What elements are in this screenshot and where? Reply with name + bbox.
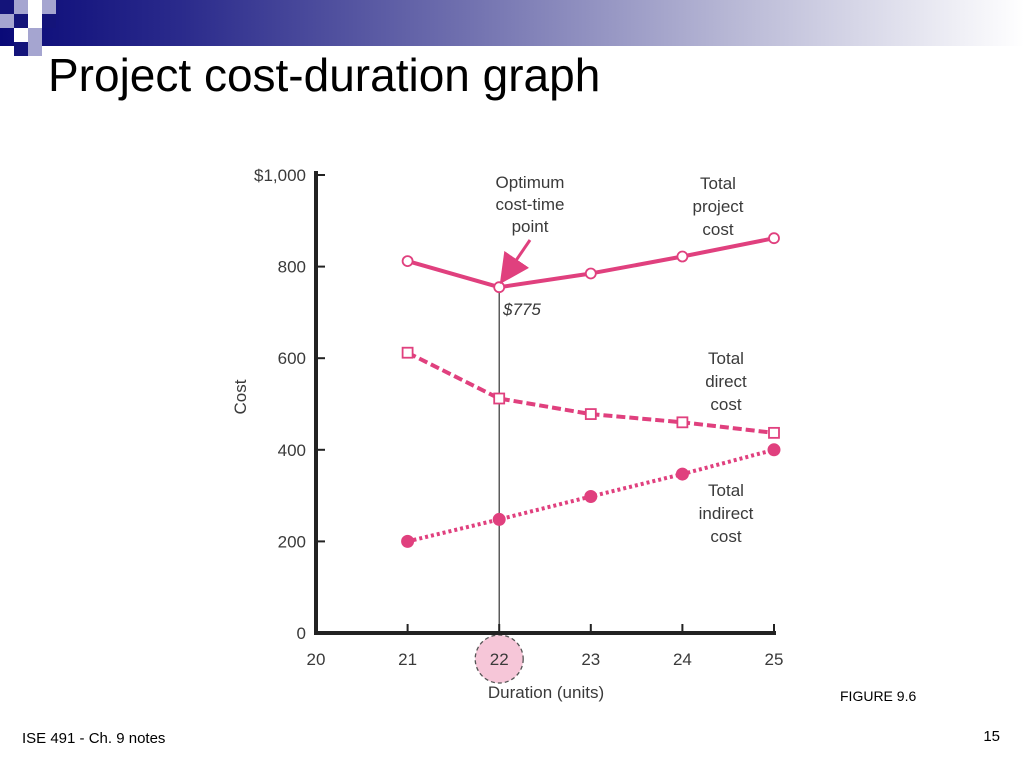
direct-cost-label-line: cost xyxy=(710,395,741,414)
data-point xyxy=(676,416,689,429)
figure-label: FIGURE 9.6 xyxy=(840,688,917,704)
x-tick-label: 25 xyxy=(765,650,784,669)
data-point xyxy=(584,408,597,420)
project-cost-label-line: Total xyxy=(700,174,736,193)
header-gradient-band xyxy=(0,0,1024,46)
y-tick-label: $1,000 xyxy=(254,166,306,185)
data-point xyxy=(401,255,414,268)
deco-square xyxy=(14,42,28,56)
deco-square xyxy=(0,14,14,28)
deco-square xyxy=(28,28,42,42)
optimum-label-line: point xyxy=(512,217,549,236)
optimum-value-label: $775 xyxy=(502,300,541,319)
data-point xyxy=(493,281,506,294)
data-point xyxy=(768,426,780,439)
data-point xyxy=(676,250,689,263)
decorative-squares xyxy=(0,0,90,80)
x-axis-label: Duration (units) xyxy=(488,683,604,702)
direct-cost-label-line: direct xyxy=(705,372,747,391)
data-point xyxy=(584,267,597,280)
y-axis-label: Cost xyxy=(231,379,250,414)
optimum-label-line: Optimum xyxy=(496,173,565,192)
y-tick-label: 0 xyxy=(297,624,306,643)
deco-square xyxy=(0,0,14,14)
x-tick-label: 23 xyxy=(581,650,600,669)
deco-square xyxy=(14,14,28,28)
optimum-label-line: cost-time xyxy=(496,195,565,214)
deco-square xyxy=(42,0,56,14)
y-tick-label: 800 xyxy=(278,258,306,277)
page-number: 15 xyxy=(983,728,1000,745)
data-point xyxy=(492,512,506,526)
x-tick-label: 21 xyxy=(398,650,417,669)
indirect-cost-label-line: indirect xyxy=(699,504,754,523)
x-tick-label: 24 xyxy=(673,650,692,669)
x-tick-label: 22 xyxy=(490,650,509,669)
data-point xyxy=(584,490,598,504)
data-point xyxy=(493,392,506,405)
project-cost-label-line: cost xyxy=(702,220,733,239)
project-cost-label-line: project xyxy=(692,197,743,216)
indirect-cost-label-line: Total xyxy=(708,481,744,500)
footer-text: ISE 491 - Ch. 9 notes xyxy=(22,730,166,747)
data-point xyxy=(768,232,780,245)
optimum-arrow xyxy=(499,239,532,285)
y-tick-label: 200 xyxy=(278,532,306,551)
direct-cost-label-line: Total xyxy=(708,349,744,368)
deco-square xyxy=(28,0,42,14)
deco-square xyxy=(28,42,42,56)
data-point xyxy=(401,534,415,548)
data-point xyxy=(767,443,781,457)
y-tick-label: 400 xyxy=(278,441,306,460)
y-tick-label: 600 xyxy=(278,349,306,368)
deco-square xyxy=(42,14,56,28)
deco-square xyxy=(14,28,28,42)
x-tick-label: 20 xyxy=(307,650,326,669)
indirect-cost-label-line: cost xyxy=(710,527,741,546)
data-point xyxy=(675,467,689,481)
series-line-0 xyxy=(407,236,775,290)
deco-square xyxy=(28,14,42,28)
data-point xyxy=(401,346,414,359)
slide-title: Project cost-duration graph xyxy=(48,49,601,101)
deco-square xyxy=(14,0,28,14)
